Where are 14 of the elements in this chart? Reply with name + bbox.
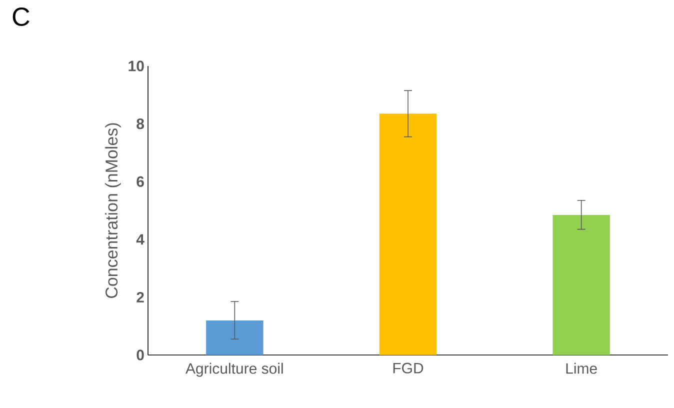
y-tick-label: 0 <box>136 350 144 360</box>
y-tick-label: 6 <box>136 176 144 187</box>
x-tick-label: Lime <box>566 362 597 374</box>
y-axis-title: Concentration (nMoles) <box>105 123 121 298</box>
y-tick-label: 4 <box>136 234 144 245</box>
y-tick-label: 10 <box>128 60 144 72</box>
bar <box>379 114 437 355</box>
bar <box>552 214 610 355</box>
bar <box>206 320 264 355</box>
x-tick-label: Agriculture soil <box>186 362 283 377</box>
x-tick-label: FGD <box>393 362 424 374</box>
text: C <box>12 8 30 26</box>
y-tick-label: 2 <box>136 292 144 302</box>
y-tick-label: 8 <box>136 118 144 130</box>
